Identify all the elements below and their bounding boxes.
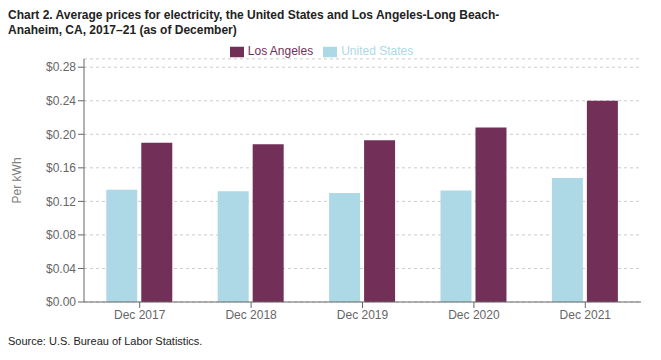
- html-text:Chart 2. Average prices for el: Chart 2. Average prices for electricity,…: [8, 8, 500, 22]
- svg-text:$0.28: $0.28: [46, 60, 76, 74]
- svg-text:$0.24: $0.24: [46, 94, 76, 108]
- svg-text:$0.04: $0.04: [46, 262, 76, 276]
- svg-text:$0.00: $0.00: [46, 295, 76, 309]
- html-text:United States: United States: [341, 44, 414, 58]
- svg-text:Dec 2020: Dec 2020: [448, 308, 500, 322]
- svg-text:Per kWh: Per kWh: [10, 157, 24, 203]
- html-text:Los Angeles: Los Angeles: [247, 44, 314, 58]
- svg-text:$0.12: $0.12: [46, 195, 76, 209]
- svg-text:Dec 2021: Dec 2021: [560, 308, 612, 322]
- svg-text:$0.08: $0.08: [46, 228, 76, 242]
- svg-text:Dec 2017: Dec 2017: [114, 308, 166, 322]
- svg-text:Dec 2019: Dec 2019: [337, 308, 389, 322]
- html-text:Source: U.S. Bureau of Labor S: Source: U.S. Bureau of Labor Statistics.: [8, 335, 203, 347]
- svg-text:$0.16: $0.16: [46, 161, 76, 175]
- html-text:Anaheim, CA, 2017–21 (as of De: Anaheim, CA, 2017–21 (as of December): [8, 23, 237, 37]
- svg-text:$0.20: $0.20: [46, 128, 76, 142]
- svg-text:Dec 2018: Dec 2018: [225, 308, 277, 322]
